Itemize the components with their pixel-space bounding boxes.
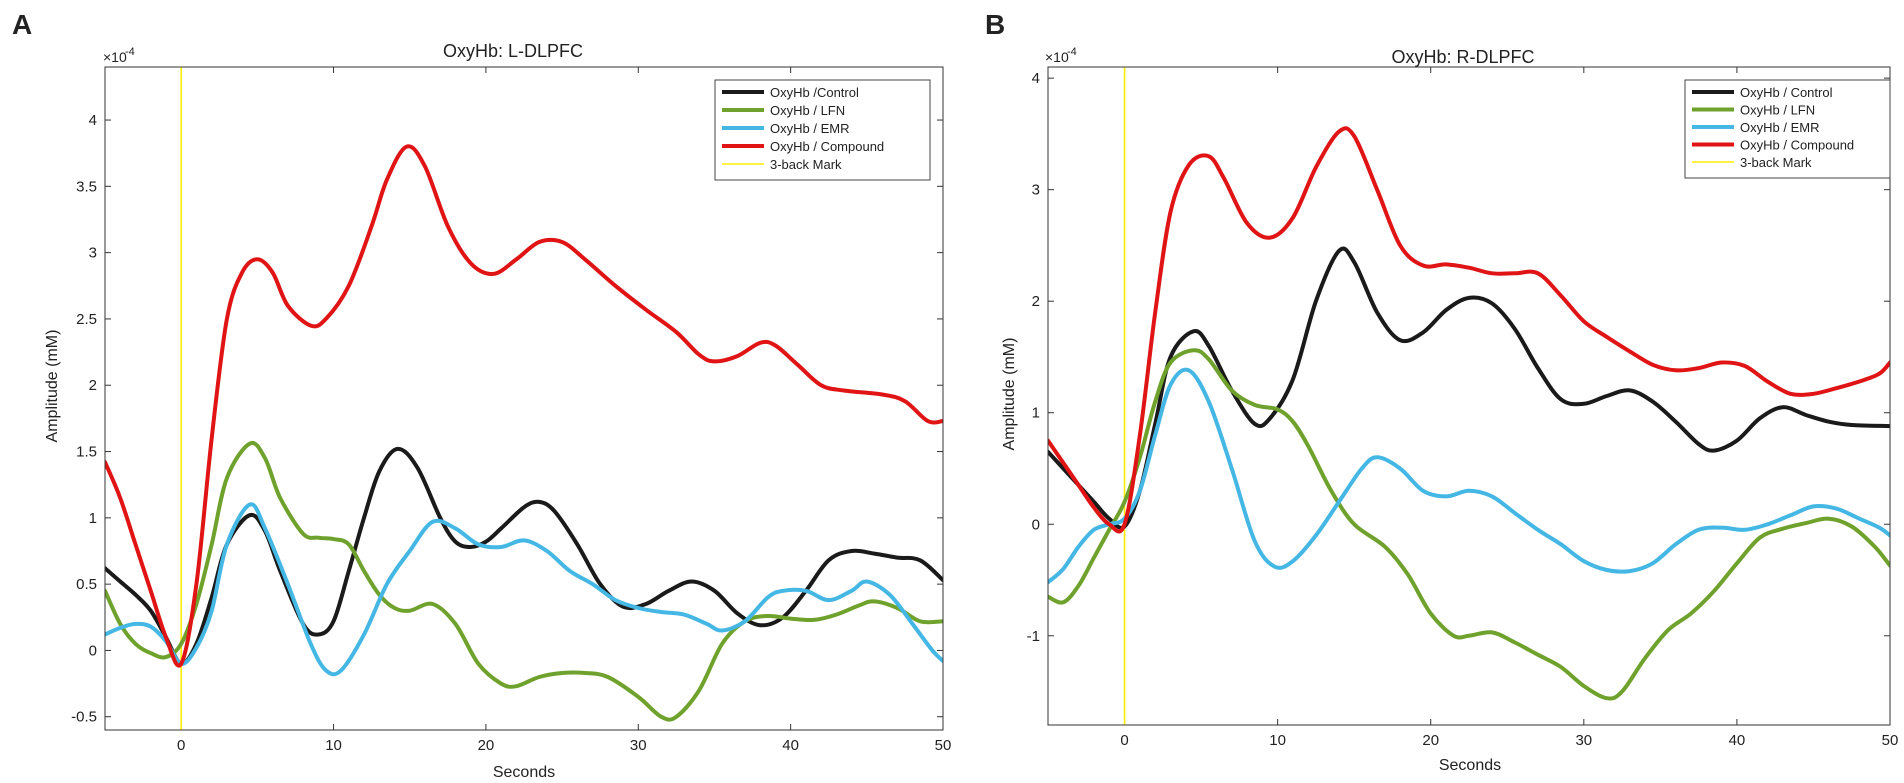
legend-label: OxyHb / LFN [770, 103, 845, 118]
y-tick-label: 1 [1032, 405, 1040, 422]
legend-rows-a: OxyHb /Control OxyHb / LFN OxyHb / EMR OxyH… [722, 85, 884, 172]
series-line-oxyhb-control-b [1048, 246, 1890, 530]
x-tick-label: 20 [478, 737, 495, 754]
y-tick-label: 0.5 [76, 576, 97, 593]
y-exponent-base-a: ×10 [103, 49, 127, 65]
y-tick-label: 4 [1032, 70, 1040, 87]
y-tick-label: 1.5 [76, 444, 97, 461]
axes-frame-a [104, 66, 944, 731]
plot-area-b [1048, 67, 1890, 725]
x-tick-label: 0 [1120, 732, 1128, 749]
legend-rows-b: OxyHb / Control OxyHb / LFN OxyHb / EMR Oxy… [1692, 85, 1854, 170]
y-tick-label: 3 [1032, 182, 1040, 199]
x-tick-label: 10 [1269, 732, 1286, 749]
legend-label: OxyHb / LFN [1740, 103, 1815, 118]
panel-letter-b: B [985, 9, 1005, 40]
x-tick-label: 20 [1422, 732, 1439, 749]
legend-label: OxyHb / Control [1740, 85, 1833, 100]
y-tick-label: 3 [89, 245, 97, 262]
y-tick-label: 2 [89, 377, 97, 394]
panel-letter-a: A [12, 9, 32, 40]
y-exponent-b: ×10 -4 [1045, 46, 1077, 65]
chart-title-a: OxyHb: L-DLPFC [443, 41, 583, 61]
series-line-oxyhb-emr-b [1048, 367, 1890, 585]
y-tick-label: 0 [89, 642, 97, 659]
xlabel-b: Seconds [1439, 757, 1501, 774]
ticks-b: 0 10 20 30 40 50 -1 0 1 2 3 4 [1027, 67, 1899, 749]
y-exponent-base-b: ×10 [1045, 49, 1069, 65]
panel-b: B OxyHb: R-DLPFC ×10 -4 0 10 20 30 40 50 -1 0 1 2… [985, 9, 1898, 774]
legend-label: OxyHb / EMR [1740, 120, 1819, 135]
y-tick-label: -1 [1027, 628, 1040, 645]
legend-label: 3-back Mark [770, 157, 842, 172]
ylabel-a: Amplitude (mM) [44, 330, 61, 443]
ylabel-b: Amplitude (mM) [1001, 338, 1018, 451]
y-tick-label: 4 [89, 112, 97, 129]
legend-a: OxyHb /Control OxyHb / LFN OxyHb / EMR OxyH… [714, 79, 931, 181]
series-line-oxyhb-emr-a [105, 502, 943, 677]
y-tick-label: 3.5 [76, 178, 97, 195]
x-tick-label: 50 [1882, 732, 1899, 749]
legend-b: OxyHb / Control OxyHb / LFN OxyHb / EMR Oxy… [1684, 79, 1891, 179]
y-tick-label: 0 [1032, 516, 1040, 533]
ticks-a: 0 10 20 30 40 50 -0.5 0 0.5 1 1.5 2 2.5 3 3.5 4 [71, 67, 951, 754]
x-tick-label: 10 [325, 737, 342, 754]
xlabel-a: Seconds [493, 764, 555, 781]
legend-label: OxyHb / EMR [770, 121, 849, 136]
x-tick-label: 50 [935, 737, 952, 754]
x-tick-label: 40 [1729, 732, 1746, 749]
x-tick-label: 40 [782, 737, 799, 754]
series-line-oxyhb-compound-b [1048, 126, 1890, 534]
series-line-oxyhb-compound-a [105, 144, 943, 668]
y-tick-label: 2 [1032, 293, 1040, 310]
series-b [1048, 126, 1890, 701]
legend-label: 3-back Mark [1740, 155, 1812, 170]
y-tick-label: 1 [89, 510, 97, 527]
panel-a: A OxyHb: L-DLPFC ×10 -4 0 10 20 30 40 50-0.50… [12, 9, 951, 781]
legend-label: OxyHb / Compound [1740, 138, 1854, 153]
plot-area-a [105, 67, 943, 730]
y-tick-label: -0.5 [71, 709, 97, 726]
series-a [105, 144, 943, 722]
y-exponent-a: ×10 -4 [103, 46, 135, 65]
y-exponent-power-b: -4 [1067, 46, 1077, 58]
series-line-oxyhb-control-a [105, 446, 943, 666]
legend-label: OxyHb / Compound [770, 139, 884, 154]
legend-label: OxyHb /Control [770, 85, 859, 100]
series-line-oxyhb-lfn-a [105, 440, 943, 722]
x-tick-label: 0 [177, 737, 185, 754]
y-exponent-power-a: -4 [125, 46, 135, 58]
chart-title-b: OxyHb: R-DLPFC [1391, 47, 1534, 67]
x-tick-label: 30 [1575, 732, 1592, 749]
series-line-oxyhb-lfn-b [1048, 348, 1890, 701]
x-tick-label: 30 [630, 737, 647, 754]
axes-frame-b [1047, 66, 1891, 726]
y-tick-label: 2.5 [76, 311, 97, 328]
